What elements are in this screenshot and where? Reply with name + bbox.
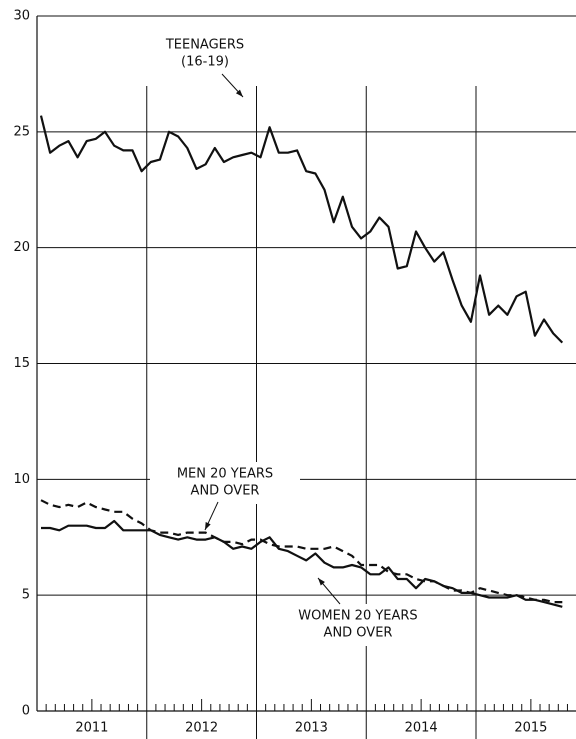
arrow-head [205, 522, 211, 530]
series-label: AND OVER [324, 626, 393, 641]
series-line [40, 499, 563, 604]
y-tick-label: 0 [22, 704, 30, 719]
series-line [39, 115, 564, 344]
series-label: AND OVER [191, 484, 260, 499]
y-tick-label: 20 [13, 240, 30, 255]
x-tick-label: 2014 [405, 721, 438, 736]
label-bg [290, 604, 426, 646]
arrow-head [235, 89, 243, 97]
y-tick-label: 15 [13, 356, 30, 371]
x-tick-label: 2015 [514, 721, 547, 736]
series-label: WOMEN 20 YEARS [298, 609, 417, 624]
x-tick-label: 2012 [185, 721, 218, 736]
x-tick-label: 2011 [75, 721, 108, 736]
label-bg [150, 36, 260, 70]
label-bg [150, 462, 300, 504]
series-line [41, 519, 563, 608]
series-label: (16-19) [181, 55, 229, 70]
series-label: MEN 20 YEARS [177, 467, 273, 482]
y-tick-label: 5 [22, 588, 30, 603]
y-tick-label: 10 [13, 472, 30, 487]
series-label: TEENAGERS [165, 38, 244, 53]
y-tick-label: 25 [13, 124, 30, 139]
y-tick-label: 30 [13, 9, 30, 24]
arrow-head [318, 578, 325, 586]
x-tick-label: 2013 [295, 721, 328, 736]
